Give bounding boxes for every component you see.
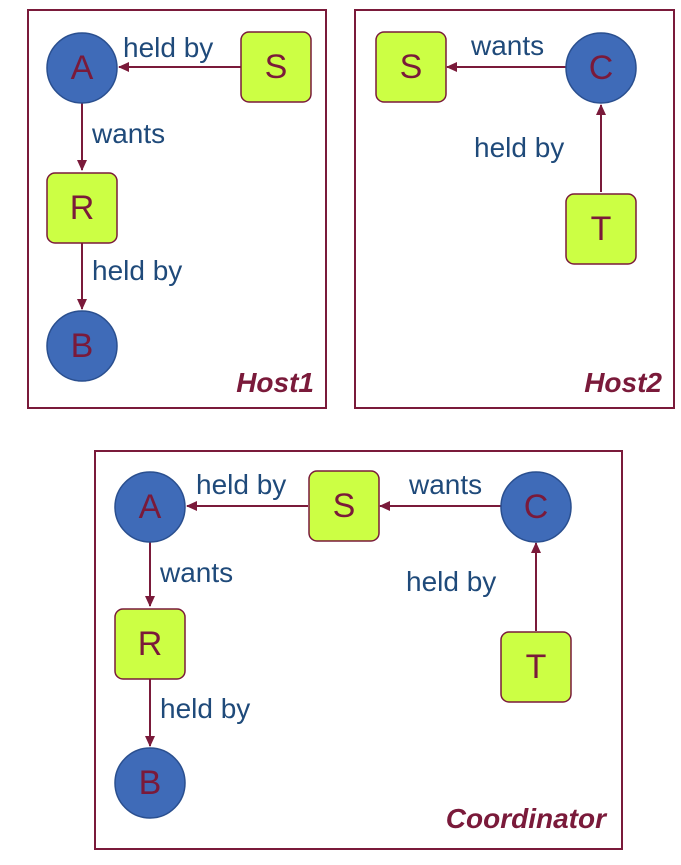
coordinator-process-c	[500, 471, 572, 543]
host2-edge-c-s-label: wants	[470, 30, 544, 61]
coordinator-resource-r-label: R	[138, 625, 163, 663]
host1-panel: A S R B held by wants held by Host1	[27, 9, 327, 409]
host2-resource-t-label: T	[591, 210, 612, 248]
coordinator-process-b	[114, 747, 186, 819]
host2-edge-t-c-label: held by	[474, 132, 564, 163]
host1-resource-s-label: S	[265, 48, 288, 86]
host1-process-b	[46, 310, 118, 382]
host1-edge-r-b-label: held by	[92, 255, 182, 286]
host2-title: Host2	[584, 367, 662, 398]
coordinator-edge-a-r-label: wants	[159, 557, 233, 588]
host2-process-c	[565, 32, 637, 104]
host2-process-c-label: C	[589, 49, 614, 87]
coordinator-process-a	[114, 471, 186, 543]
coordinator-panel: A S C R B T held by wants wants held by …	[94, 450, 623, 850]
host2-resource-s-label: S	[400, 48, 423, 86]
host1-process-b-label: B	[71, 327, 94, 365]
host1-resource-r-label: R	[70, 189, 95, 227]
coordinator-title: Coordinator	[446, 803, 608, 834]
coordinator-edge-s-a-label: held by	[196, 469, 286, 500]
host1-edge-s-a-label: held by	[123, 32, 213, 63]
host1-process-a	[46, 32, 118, 104]
coordinator-edge-t-c-label: held by	[406, 566, 496, 597]
coordinator-process-b-label: B	[139, 764, 162, 802]
coordinator-process-c-label: C	[524, 488, 549, 526]
host2-resource-s	[375, 31, 447, 103]
coordinator-resource-s-label: S	[333, 487, 356, 525]
host1-title: Host1	[236, 367, 314, 398]
coordinator-process-a-label: A	[139, 488, 162, 526]
coordinator-edge-c-s-label: wants	[408, 469, 482, 500]
host1-resource-r	[46, 172, 118, 244]
host2-panel: S C T wants held by Host2	[354, 9, 675, 409]
coordinator-resource-t-label: T	[526, 648, 547, 686]
host1-process-a-label: A	[71, 49, 94, 87]
coordinator-resource-t	[500, 631, 572, 703]
host1-resource-s	[240, 31, 312, 103]
coordinator-edge-r-b-label: held by	[160, 693, 250, 724]
coordinator-resource-r	[114, 608, 186, 680]
host2-resource-t	[565, 193, 637, 265]
coordinator-resource-s	[308, 470, 380, 542]
host1-edge-a-r-label: wants	[91, 118, 165, 149]
